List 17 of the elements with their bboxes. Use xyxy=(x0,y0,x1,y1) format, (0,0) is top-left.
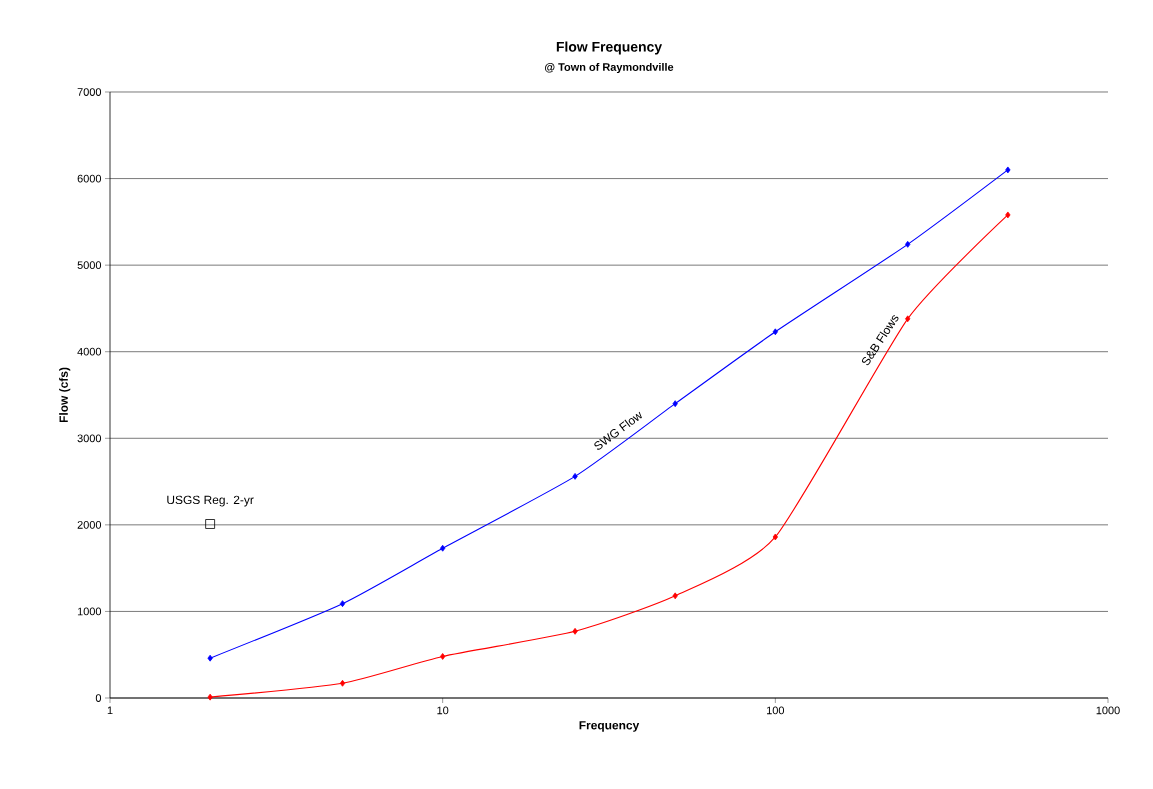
y-tick-label: 4000 xyxy=(77,347,102,356)
y-tick-label: 6000 xyxy=(77,174,102,183)
y-tick-label: 5000 xyxy=(77,261,102,270)
x-tick-label: 10 xyxy=(437,706,449,715)
y-axis-title: Flow (cfs) xyxy=(59,367,71,423)
y-tick-label: 3000 xyxy=(77,434,102,443)
x-tick-label: 1000 xyxy=(1096,706,1120,715)
y-tick-label: 1000 xyxy=(77,607,102,616)
x-axis-title: Frequency xyxy=(579,721,640,732)
y-tick-label: 2000 xyxy=(77,520,102,529)
chart-subtitle: @ Town of Raymondville xyxy=(545,62,674,74)
y-tick-label: 0 xyxy=(95,694,102,702)
x-tick-label: 100 xyxy=(767,706,785,715)
x-tick-label: 1 xyxy=(107,706,113,715)
y-tick-label: 7000 xyxy=(77,88,102,96)
series-label: USGS Reg. 2-yr xyxy=(167,495,254,507)
chart-title: Flow Frequency xyxy=(556,41,663,55)
